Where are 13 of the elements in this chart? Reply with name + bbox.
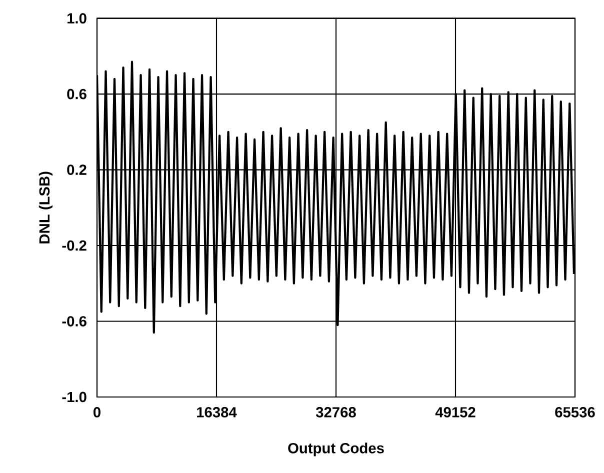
y-tick-label: -0.6 (62, 316, 86, 326)
y-tick-label: 0.2 (67, 164, 86, 175)
x-tick-label: 0 (94, 407, 100, 418)
x-tick-label: 65536 (555, 407, 595, 418)
y-axis-title: DNL (LSB) (38, 172, 53, 244)
x-tick-label: 49152 (435, 407, 476, 418)
y-tick-label: -0.2 (62, 240, 86, 251)
x-tick-label: 32768 (316, 407, 356, 418)
y-tick-label: -1.0 (62, 392, 86, 402)
x-axis-title: Output Codes (288, 442, 384, 456)
x-tick-label: 16384 (197, 407, 237, 418)
y-tick-label: 0.6 (67, 88, 86, 100)
y-tick-label: 1.0 (67, 13, 86, 24)
